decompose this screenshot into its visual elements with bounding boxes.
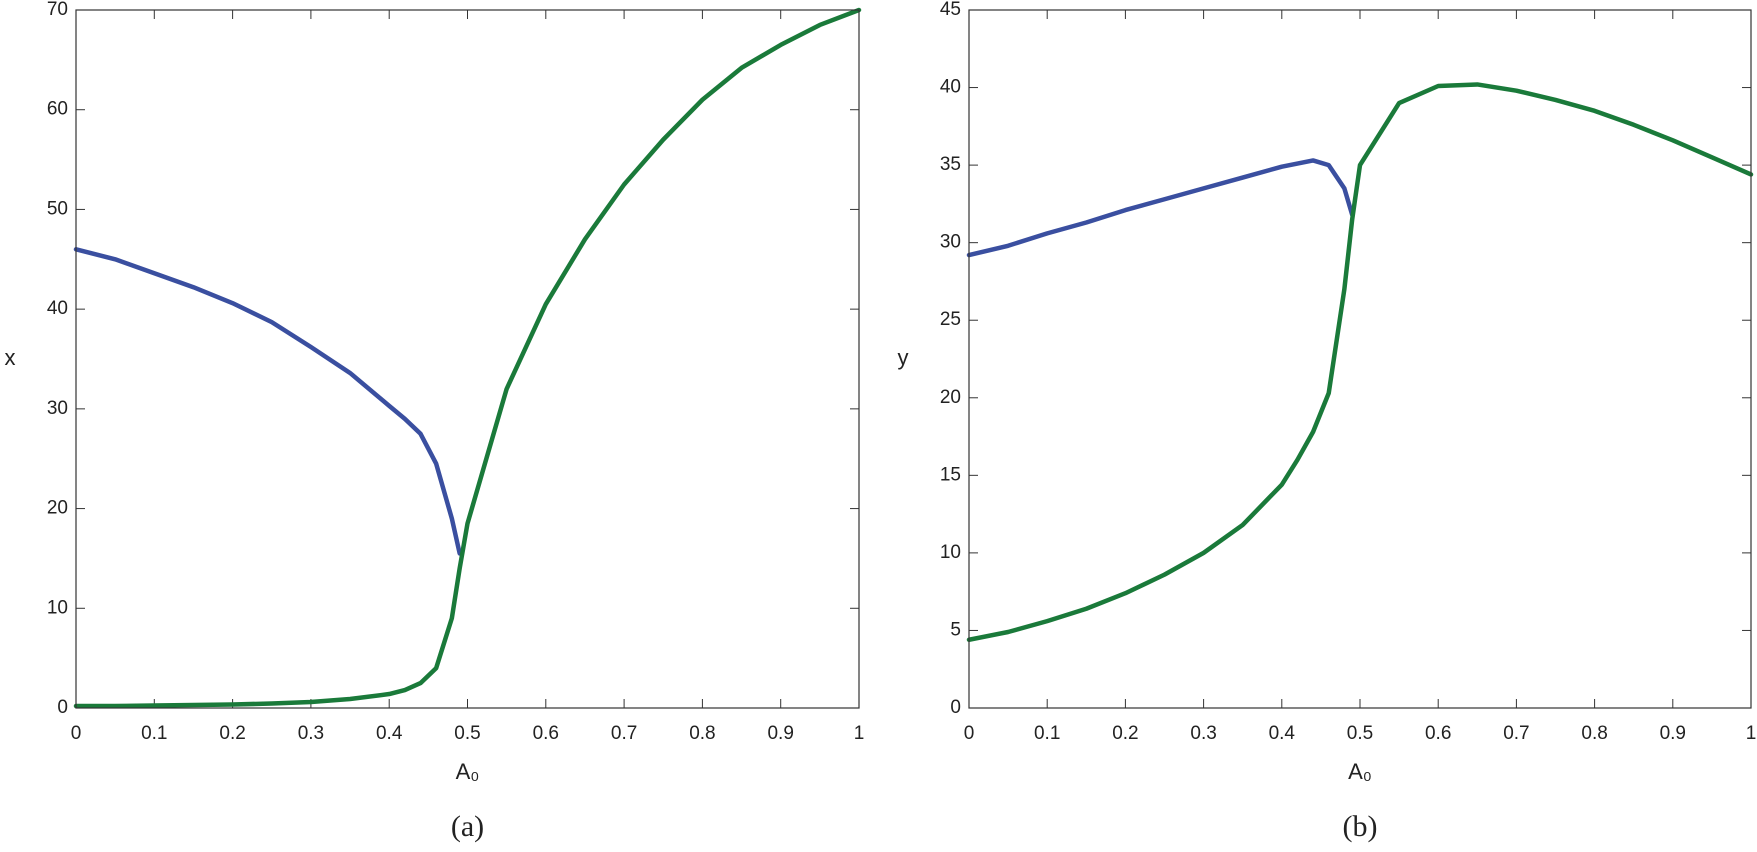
y-tick-label: 70 (47, 0, 68, 20)
y-tick-label: 60 (47, 99, 68, 120)
y-tick-label: 40 (940, 77, 961, 98)
x-tick-label: 0.3 (298, 723, 324, 744)
y-tick-label: 30 (47, 398, 68, 419)
x-tick-label: 0.9 (1660, 723, 1686, 744)
y-tick-label: 0 (57, 697, 68, 718)
x-tick-label: 0.5 (454, 723, 480, 744)
caption: (b) (1343, 810, 1378, 843)
y-axis-label: y (898, 345, 909, 370)
caption: (a) (451, 810, 484, 843)
x-tick-label: 0.8 (689, 723, 715, 744)
x-tick-label: 0.2 (219, 723, 245, 744)
y-tick-label: 25 (940, 309, 961, 330)
x-tick-label: 0.7 (611, 723, 637, 744)
x-tick-label: 1 (1746, 723, 1757, 744)
y-tick-label: 20 (47, 498, 68, 519)
x-tick-label: 0 (964, 723, 975, 744)
series-line (73, 7, 862, 709)
x-tick-label: 0.4 (1269, 723, 1296, 744)
x-tick-label: 1 (854, 723, 865, 744)
y-tick-label: 40 (47, 298, 68, 319)
plot-frame (75, 9, 860, 709)
x-tick-label: 0.4 (376, 723, 403, 744)
y-tick-label: 15 (940, 464, 961, 485)
y-tick-label: 35 (940, 154, 961, 175)
y-tick-label: 10 (47, 597, 68, 618)
series-line (966, 82, 1754, 642)
x-tick-label: 0 (71, 723, 82, 744)
x-axis-label: A₀ (1348, 759, 1372, 784)
y-axis-label: x (5, 345, 16, 370)
x-tick-label: 0.3 (1190, 723, 1216, 744)
y-tick-label: 50 (47, 198, 68, 219)
y-tick-label: 20 (940, 387, 961, 408)
x-tick-label: 0.1 (141, 723, 167, 744)
x-tick-label: 0.2 (1112, 723, 1138, 744)
y-tick-label: 0 (950, 697, 961, 718)
x-tick-label: 0.1 (1034, 723, 1060, 744)
x-tick-label: 0.5 (1347, 723, 1373, 744)
x-tick-label: 0.9 (767, 723, 793, 744)
y-tick-label: 30 (940, 232, 961, 253)
series-line (73, 247, 462, 556)
x-axis-label: A₀ (456, 759, 480, 784)
x-tick-label: 0.8 (1581, 723, 1607, 744)
x-tick-label: 0.7 (1503, 723, 1529, 744)
y-tick-label: 45 (940, 0, 961, 20)
x-tick-label: 0.6 (1425, 723, 1451, 744)
series-line (966, 158, 1355, 258)
y-tick-label: 10 (940, 542, 961, 563)
y-tick-label: 5 (950, 619, 961, 640)
x-tick-label: 0.6 (533, 723, 559, 744)
plot-frame (968, 9, 1752, 709)
